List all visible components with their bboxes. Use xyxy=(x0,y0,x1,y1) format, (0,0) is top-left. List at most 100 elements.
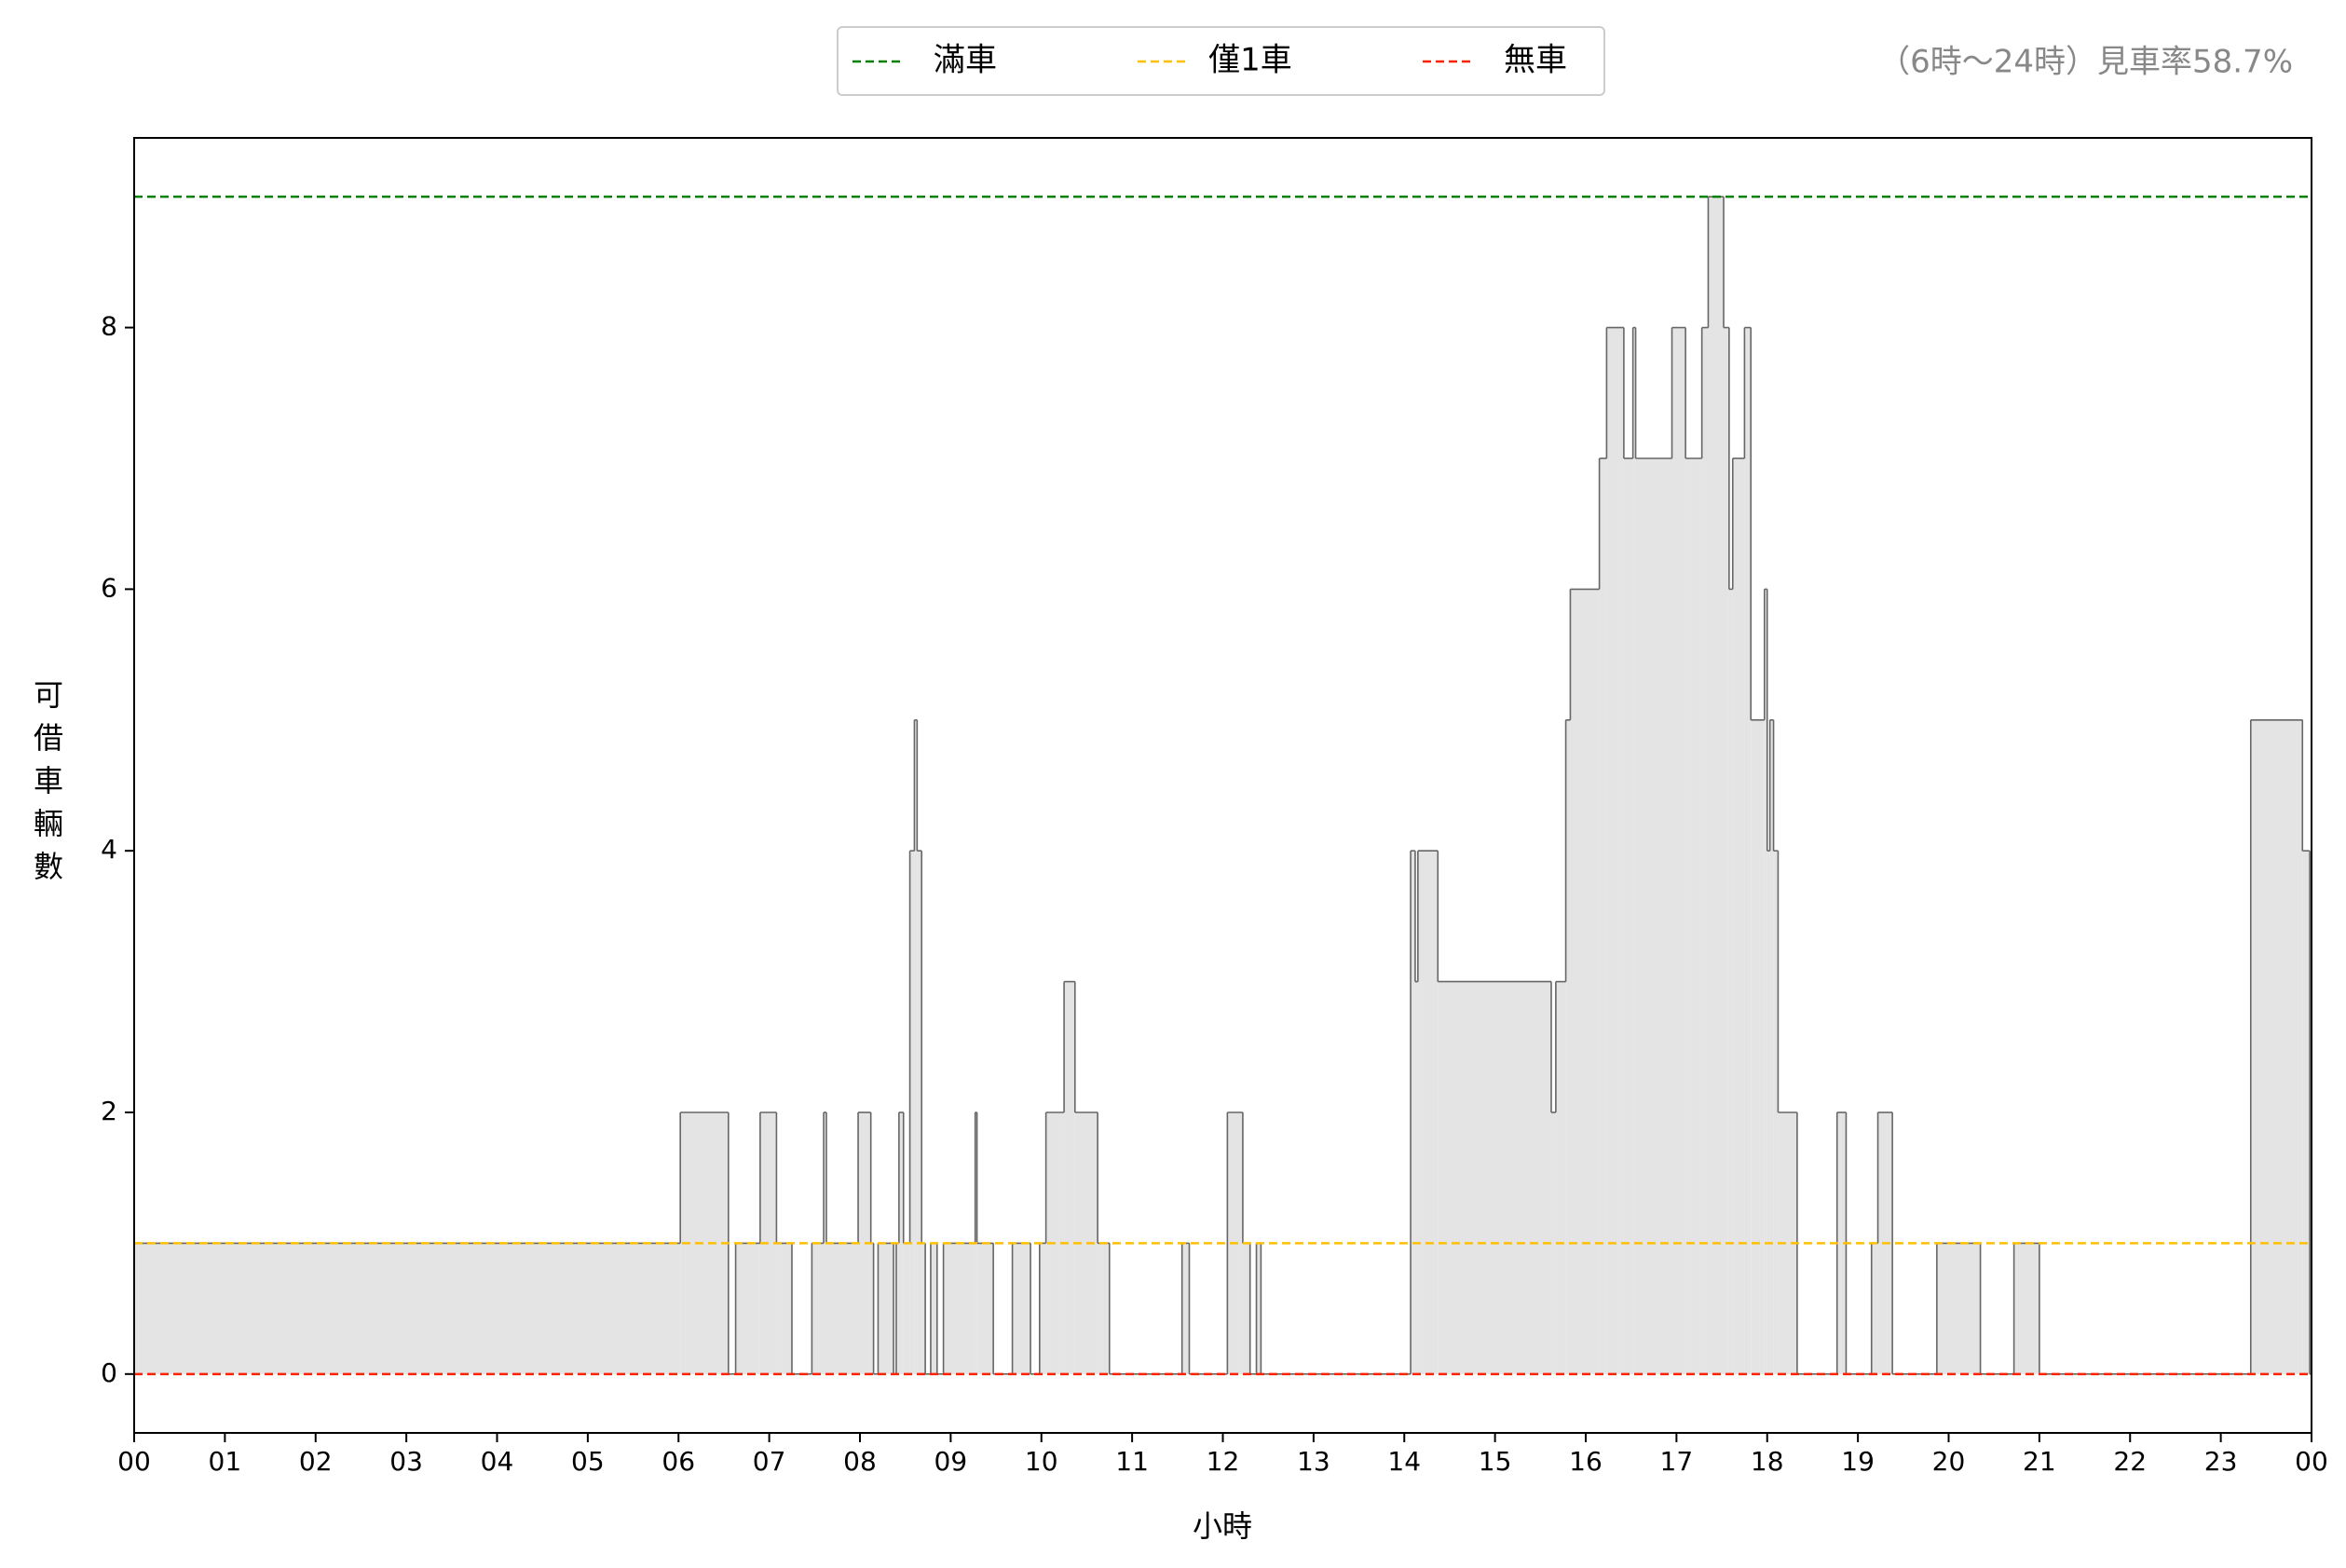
area-step xyxy=(1565,719,1571,1374)
area-step xyxy=(1728,589,1733,1374)
area-step xyxy=(895,1243,899,1374)
legend-label: 滿車 xyxy=(934,42,997,79)
area-step xyxy=(825,1243,859,1374)
area-step xyxy=(2013,1243,2039,1374)
plot-frame xyxy=(133,137,2312,1434)
area-step xyxy=(1242,1243,1250,1374)
x-tick-label: 07 xyxy=(753,1446,786,1477)
area-step xyxy=(1632,327,1636,1374)
area-step xyxy=(134,1243,681,1374)
area-step xyxy=(1064,981,1075,1374)
legend-label: 僅1車 xyxy=(1208,42,1292,79)
area-step xyxy=(1414,981,1418,1374)
x-tick-label: 12 xyxy=(1207,1446,1240,1477)
area-step xyxy=(858,1112,871,1374)
y-tick-label: 0 xyxy=(101,1357,117,1388)
y-tick-label: 8 xyxy=(101,311,117,342)
area-step xyxy=(1256,1243,1262,1374)
area-step xyxy=(1773,851,1779,1374)
area-step xyxy=(1181,1243,1190,1374)
area-step xyxy=(930,1243,937,1374)
area-step xyxy=(917,851,922,1374)
area-step xyxy=(1411,851,1415,1374)
y-tick-label: 6 xyxy=(101,572,117,603)
area-step xyxy=(1606,327,1624,1374)
area-step xyxy=(1685,457,1702,1374)
x-tick-label: 00 xyxy=(2295,1446,2328,1477)
area-step xyxy=(1417,851,1439,1374)
area-step xyxy=(1550,1112,1556,1374)
y-axis-label-char: 輛 xyxy=(34,806,63,841)
x-axis-label: 小時 xyxy=(1193,1508,1252,1544)
area-step xyxy=(1438,981,1551,1374)
x-tick-label: 08 xyxy=(843,1446,877,1477)
area-step xyxy=(2250,719,2303,1374)
legend-box xyxy=(837,26,1605,96)
area-step xyxy=(1570,589,1600,1374)
area-step xyxy=(1039,1243,1046,1374)
area-step xyxy=(914,719,918,1374)
x-tick-label: 11 xyxy=(1115,1446,1149,1477)
y-tick-label: 2 xyxy=(101,1096,117,1126)
area-step xyxy=(824,1112,826,1374)
x-tick-label: 18 xyxy=(1751,1446,1784,1477)
area-step xyxy=(878,1243,894,1374)
x-tick-label: 06 xyxy=(662,1446,695,1477)
x-tick-label: 00 xyxy=(117,1446,151,1477)
area-step xyxy=(898,1112,904,1374)
area-step xyxy=(1012,1243,1031,1374)
x-tick-label: 01 xyxy=(209,1446,242,1477)
y-axis-label-char: 數 xyxy=(34,849,63,884)
area-step xyxy=(1766,851,1770,1374)
area-step xyxy=(1751,719,1765,1374)
area-step xyxy=(1599,457,1607,1374)
legend-label: 無車 xyxy=(1504,42,1567,79)
area-step xyxy=(812,1243,825,1374)
y-axis-label-char: 借 xyxy=(34,720,63,756)
area-step xyxy=(1871,1243,1878,1374)
area-step xyxy=(1764,589,1767,1374)
area-step xyxy=(943,1243,975,1374)
series xyxy=(133,196,2312,1375)
area-step xyxy=(735,1243,760,1374)
area-step xyxy=(1724,327,1729,1374)
x-tick-label: 09 xyxy=(934,1446,968,1477)
area-step xyxy=(1635,457,1672,1374)
x-tick-label: 02 xyxy=(299,1446,333,1477)
area-step xyxy=(1732,457,1745,1374)
annotation: （6時～24時）見車率58.7% xyxy=(1878,44,2293,81)
area-step xyxy=(1098,1243,1110,1374)
x-tick-label: 03 xyxy=(389,1446,423,1477)
area-step xyxy=(976,1243,994,1374)
y-tick-label: 4 xyxy=(101,834,117,865)
area-step xyxy=(921,1243,926,1374)
x-tick-label: 13 xyxy=(1297,1446,1330,1477)
area-step xyxy=(776,1243,792,1374)
area-step xyxy=(1769,719,1774,1374)
x-tick-label: 15 xyxy=(1479,1446,1512,1477)
x-tick-label: 05 xyxy=(571,1446,605,1477)
area-step xyxy=(1623,457,1633,1374)
area-step xyxy=(1836,1112,1847,1374)
area-step xyxy=(2302,851,2311,1374)
x-tick-label: 14 xyxy=(1387,1446,1421,1477)
area-step xyxy=(1701,327,1709,1374)
area-step xyxy=(870,1243,874,1374)
area-step xyxy=(909,851,915,1374)
x-tick-label: 19 xyxy=(1841,1446,1875,1477)
area-step xyxy=(1708,197,1725,1374)
area-step xyxy=(1744,327,1752,1374)
x-tick-label: 17 xyxy=(1660,1446,1694,1477)
x-tick-label: 16 xyxy=(1569,1446,1603,1477)
y-axis-label-char: 可 xyxy=(34,677,63,713)
x-tick-label: 20 xyxy=(1932,1446,1966,1477)
y-axis-label-char: 車 xyxy=(34,763,63,798)
x-tick-label: 04 xyxy=(481,1446,514,1477)
area-step xyxy=(903,1243,910,1374)
x-tick-label: 10 xyxy=(1025,1446,1058,1477)
y-axis-label: 可借車輛數 xyxy=(34,677,63,884)
area-step xyxy=(1671,327,1686,1374)
x-tick-label: 21 xyxy=(2023,1446,2056,1477)
x-tick-label: 22 xyxy=(2113,1446,2147,1477)
